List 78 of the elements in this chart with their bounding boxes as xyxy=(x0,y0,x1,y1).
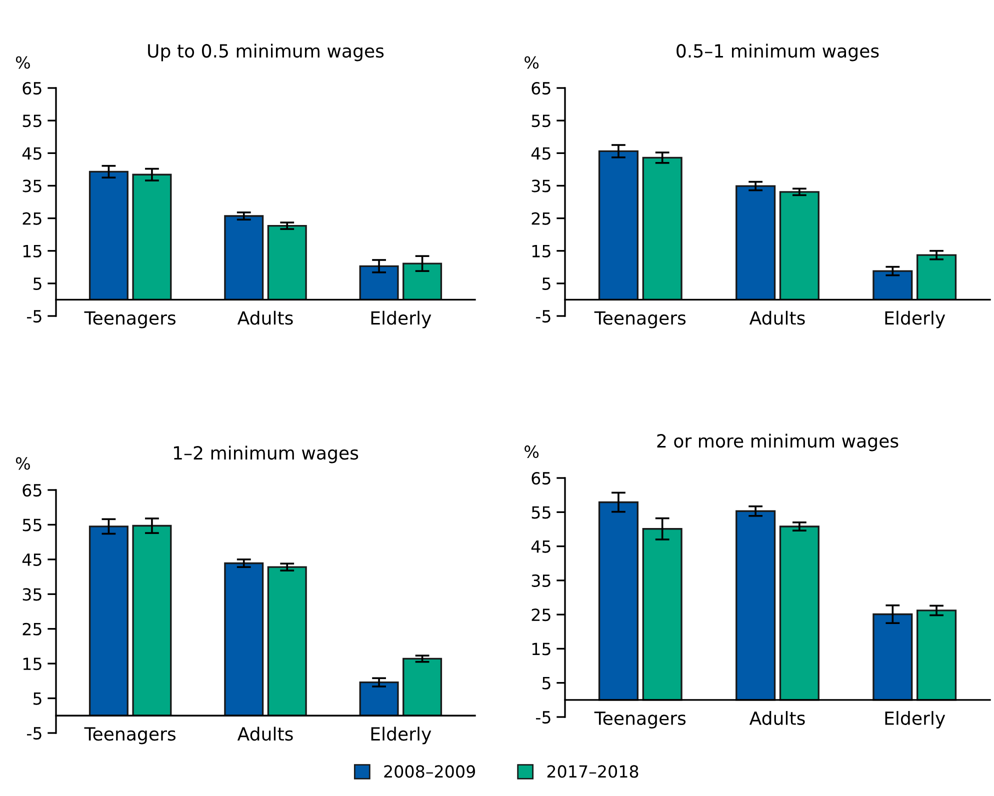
x-tick-label: Teenagers xyxy=(594,311,686,328)
y-tick-label: 25 xyxy=(22,212,42,225)
bar xyxy=(736,185,776,301)
bar xyxy=(872,613,913,701)
y-tick-label: 65 xyxy=(532,472,550,485)
bar xyxy=(916,254,957,301)
y-tick-label: 65 xyxy=(22,484,42,497)
x-tick-label: Teenagers xyxy=(84,727,176,744)
bar xyxy=(642,528,682,701)
x-tick-label: Teenagers xyxy=(84,311,176,328)
bar xyxy=(359,265,399,301)
x-tick-label: Adults xyxy=(237,726,293,741)
bar xyxy=(267,566,307,716)
y-tick-label: 45 xyxy=(22,147,42,160)
y-tick-label: 15 xyxy=(23,245,42,258)
y-tick-label: 55 xyxy=(532,114,550,128)
y-tick-label: 35 xyxy=(22,588,42,601)
y-tick-label: -5 xyxy=(536,711,550,724)
y-tick-label: 65 xyxy=(532,82,550,95)
y-tick-label: 35 xyxy=(22,180,42,192)
y-tick-label: 65 xyxy=(22,82,42,95)
y-tick-label: 5 xyxy=(542,278,550,290)
bar xyxy=(359,681,399,716)
y-tick-label: -5 xyxy=(536,310,550,323)
bar xyxy=(402,658,442,716)
y-tick-label: 5 xyxy=(33,692,42,705)
y-tick-label: 45 xyxy=(22,554,42,566)
bar xyxy=(736,510,776,701)
legend-label: 2008–2009 xyxy=(384,765,475,778)
legend-label: 2017–2018 xyxy=(547,765,638,778)
x-tick-label: Elderly xyxy=(371,310,432,328)
y-axis-title: % xyxy=(16,457,30,470)
y-tick-label: 25 xyxy=(22,622,42,636)
x-tick-label: Teenagers xyxy=(594,712,686,729)
x-tick-label: Adults xyxy=(749,711,805,726)
bar xyxy=(779,191,820,301)
y-tick-label: 25 xyxy=(532,608,550,622)
y-tick-label: 15 xyxy=(532,642,550,656)
bar xyxy=(598,150,638,301)
y-tick-label: 35 xyxy=(532,180,550,192)
y-tick-label: 15 xyxy=(23,658,42,670)
bar xyxy=(224,562,264,716)
chart-title: 1–2 minimum wages xyxy=(174,446,358,464)
bar xyxy=(224,215,264,301)
bar xyxy=(916,610,957,701)
y-axis-title: % xyxy=(524,56,539,69)
chart-title: 2 or more minimum wages xyxy=(657,434,898,452)
y-tick-label: 5 xyxy=(542,677,550,690)
y-tick-label: 45 xyxy=(531,147,550,160)
bar xyxy=(132,174,172,301)
y-tick-label: 55 xyxy=(22,114,42,128)
y-axis-title: % xyxy=(16,56,30,69)
y-tick-label: -5 xyxy=(27,310,42,323)
y-tick-label: 25 xyxy=(532,212,550,225)
y-tick-label: 55 xyxy=(22,518,42,532)
bar xyxy=(88,526,128,716)
x-tick-label: Elderly xyxy=(885,310,946,328)
bar xyxy=(872,270,913,301)
y-tick-label: 5 xyxy=(33,278,42,290)
y-tick-label: 55 xyxy=(532,506,550,519)
y-tick-label: 35 xyxy=(532,574,550,587)
x-tick-label: Adults xyxy=(749,310,805,325)
y-tick-label: 45 xyxy=(531,540,550,553)
y-tick-label: 15 xyxy=(532,245,550,258)
bar xyxy=(779,526,820,701)
y-axis-title: % xyxy=(524,445,539,458)
chart-title: Up to 0.5 minimum wages xyxy=(148,44,384,62)
chart-title: 0.5–1 minimum wages xyxy=(676,44,879,62)
bar xyxy=(598,501,638,701)
x-tick-label: Elderly xyxy=(371,726,432,744)
bar xyxy=(402,262,442,301)
bar xyxy=(88,170,128,301)
x-tick-label: Adults xyxy=(237,310,293,325)
bar xyxy=(267,224,307,301)
bar xyxy=(132,524,172,716)
bar xyxy=(642,156,682,301)
y-tick-label: -5 xyxy=(27,727,42,740)
x-tick-label: Elderly xyxy=(885,711,946,729)
